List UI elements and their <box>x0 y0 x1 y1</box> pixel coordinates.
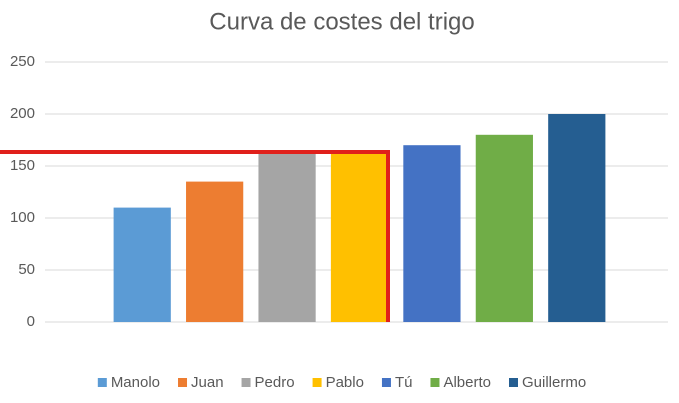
bar <box>258 152 316 322</box>
legend-label: Manolo <box>111 374 160 391</box>
bar <box>330 152 389 322</box>
legend-swatch <box>430 378 440 387</box>
legend-label: Pablo <box>326 374 364 391</box>
legend-swatch <box>381 378 391 387</box>
legend-swatch <box>241 378 251 387</box>
chart-title: Curva de costes del trigo <box>209 8 474 35</box>
y-tick-label: 50 <box>18 261 35 278</box>
y-tick-label: 200 <box>10 105 35 122</box>
legend: Manolo Juan Pedro Pablo Tú Alberto Guillermo <box>97 374 586 391</box>
legend-label: Guillermo <box>522 374 586 391</box>
legend-label: Pedro <box>255 374 295 391</box>
y-tick-label: 100 <box>10 209 35 226</box>
legend-label: Juan <box>191 374 224 391</box>
legend-swatch <box>178 378 188 387</box>
bar <box>475 134 533 322</box>
bar <box>113 207 171 322</box>
bar <box>186 181 244 322</box>
bar <box>403 145 461 322</box>
legend-swatch <box>312 378 322 387</box>
legend-swatch <box>509 378 518 387</box>
plot-area: 0 50 100 150 200 250 <box>10 53 668 330</box>
legend-swatch <box>97 378 107 387</box>
legend-label: Tú <box>395 374 413 391</box>
y-tick-label: 150 <box>10 157 35 174</box>
y-tick-label: 250 <box>10 53 35 70</box>
annotation-line <box>0 150 390 322</box>
legend-label: Alberto <box>443 374 491 391</box>
y-tick-label: 0 <box>27 313 35 330</box>
bar <box>548 114 606 322</box>
